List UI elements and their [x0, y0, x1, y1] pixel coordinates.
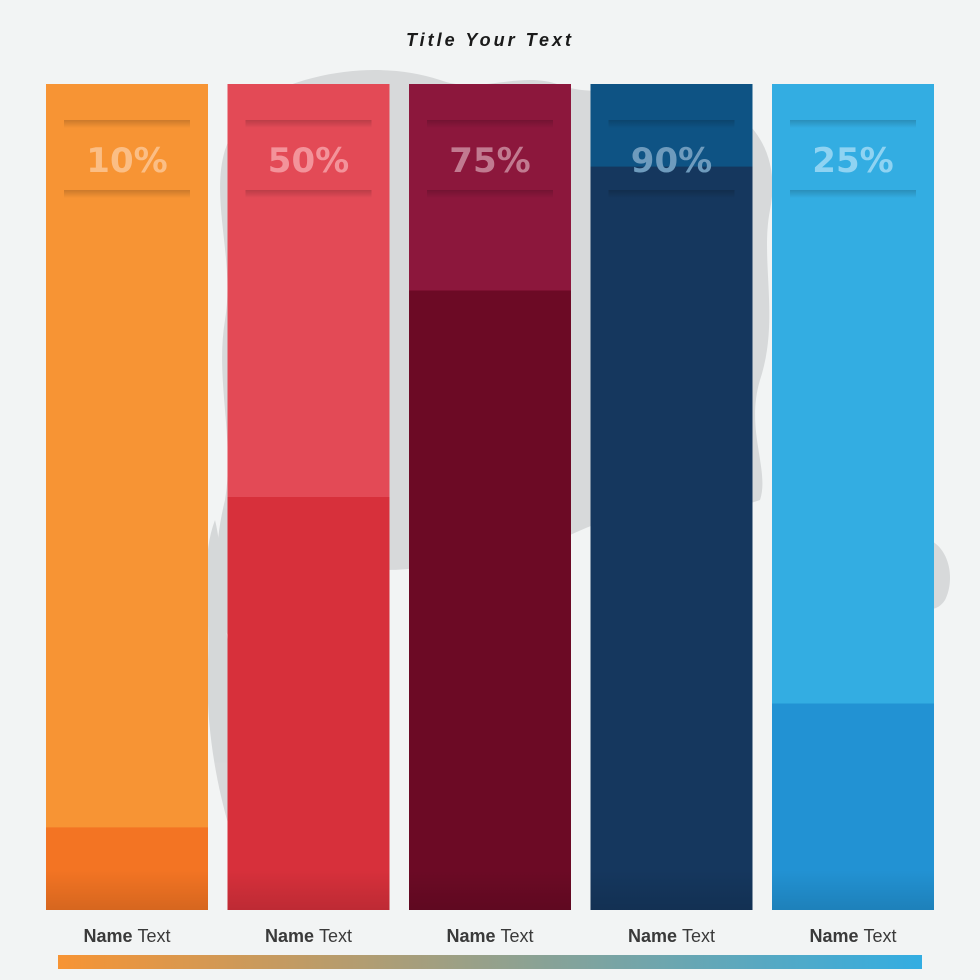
value-label-3: 75%: [449, 141, 530, 181]
label-panel-shadow-bottom: [790, 190, 916, 198]
bar-value-2: [227, 497, 390, 910]
bar-value-3: [409, 290, 571, 910]
category-label-bold: Name: [446, 926, 500, 946]
label-panel-shadow-top: [608, 120, 735, 128]
category-label-text: Text: [501, 926, 534, 946]
label-panel-shadow-top: [427, 120, 553, 128]
category-label-3: Name Text: [446, 926, 533, 946]
bar-base-shade: [409, 870, 571, 910]
value-label-4: 90%: [631, 141, 712, 181]
label-panel-shadow-bottom: [245, 190, 372, 198]
category-label-text: Text: [319, 926, 352, 946]
category-label-text: Text: [864, 926, 897, 946]
chart-title: Title Your Text: [405, 30, 575, 50]
label-panel-shadow-top: [245, 120, 372, 128]
bar-base-shade: [772, 870, 934, 910]
label-panel-shadow-bottom: [608, 190, 735, 198]
category-label-bold: Name: [628, 926, 682, 946]
category-label-1: Name Text: [83, 926, 170, 946]
bar-value-4: [590, 166, 753, 911]
category-label-bold: Name: [265, 926, 319, 946]
category-label-5: Name Text: [809, 926, 896, 946]
value-label-1: 10%: [86, 141, 167, 181]
gradient-strip: [58, 955, 922, 969]
value-label-5: 25%: [812, 141, 893, 181]
label-panel-shadow-bottom: [64, 190, 190, 198]
bar-base-shade: [590, 870, 753, 910]
bar-base-shade: [227, 870, 390, 910]
label-panel-shadow-bottom: [427, 190, 553, 198]
value-label-2: 50%: [268, 141, 349, 181]
category-label-bold: Name: [809, 926, 863, 946]
category-label-text: Text: [682, 926, 715, 946]
category-label-text: Text: [138, 926, 171, 946]
bar-base-shade: [46, 870, 208, 910]
label-panel-shadow-top: [64, 120, 190, 128]
bar-background-1: [46, 84, 208, 910]
category-label-bold: Name: [83, 926, 137, 946]
category-label-2: Name Text: [265, 926, 352, 946]
category-label-4: Name Text: [628, 926, 715, 946]
label-panel-shadow-top: [790, 120, 916, 128]
